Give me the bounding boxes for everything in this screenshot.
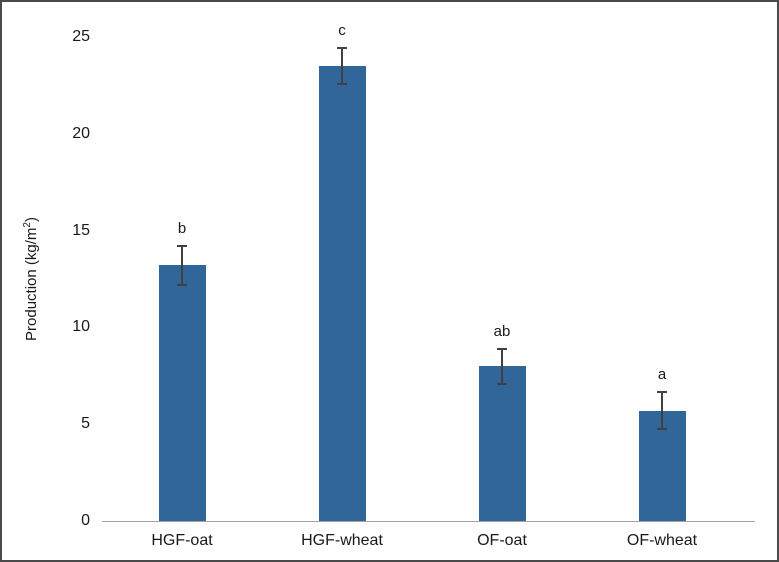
x-category-label: HGF-oat <box>151 532 213 549</box>
error-bar <box>501 348 503 384</box>
significance-label: ab <box>493 322 511 340</box>
error-bar-bottom-cap <box>657 428 667 431</box>
significance-label: a <box>657 366 667 384</box>
y-tick-label: 25 <box>72 28 90 45</box>
error-bar-bottom-cap <box>497 382 507 385</box>
x-category-label: OF-oat <box>477 532 527 549</box>
error-bar-top-cap <box>497 347 507 350</box>
error-bar-bottom-cap <box>337 83 347 86</box>
bar-hgf-wheat <box>318 66 366 521</box>
y-tick-label: 15 <box>72 221 90 239</box>
error-bar <box>181 246 183 285</box>
significance-label: c <box>338 21 346 39</box>
bar-of-oat <box>478 366 526 521</box>
bar-hgf-oat <box>158 265 206 521</box>
error-bar-top-cap <box>177 245 187 248</box>
y-tick-label: 10 <box>72 318 90 336</box>
significance-label: b <box>177 220 187 238</box>
error-bar-top-cap <box>337 46 347 49</box>
x-category-label: HGF-wheat <box>301 532 383 549</box>
y-tick-label: 0 <box>81 512 90 529</box>
error-bar <box>341 47 343 85</box>
error-bar <box>661 392 663 430</box>
x-category-label: OF-wheat <box>626 532 698 549</box>
x-axis-line <box>102 521 755 522</box>
y-tick-label: 5 <box>81 415 90 433</box>
y-tick-label: 20 <box>72 124 90 142</box>
error-bar-bottom-cap <box>177 283 187 286</box>
error-bar-top-cap <box>657 391 667 394</box>
